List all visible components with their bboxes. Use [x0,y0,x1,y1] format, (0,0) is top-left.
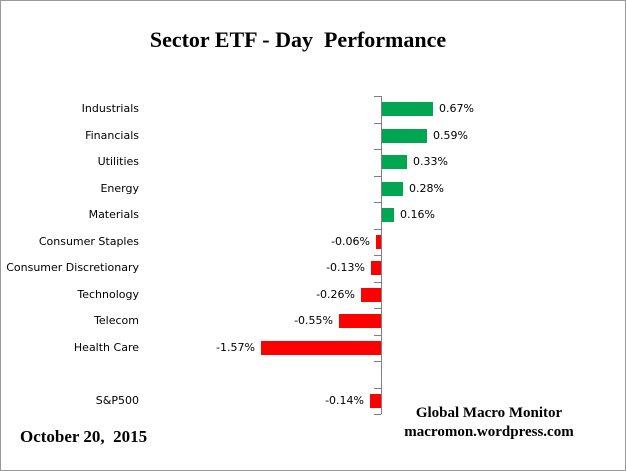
axis-tick [374,388,381,389]
bar-utilities [382,155,407,169]
axis-line [381,96,382,414]
category-label: Consumer Staples [38,235,139,248]
chart-title: Sector ETF - Day Performance [149,27,447,52]
bar-consumer-staples [376,235,381,249]
category-label: Financials [85,129,139,142]
value-label: 0.59% [433,129,468,142]
value-label: -0.26% [316,288,355,301]
category-label: Telecom [94,314,139,327]
value-label: -1.57% [216,341,255,354]
bar-health-care [261,341,381,355]
bar-materials [382,208,394,222]
axis-tick [374,176,381,177]
category-label: Technology [77,288,139,301]
value-label: 0.67% [439,102,474,115]
axis-tick [374,282,381,283]
value-label: 0.28% [409,182,444,195]
bar-financials [382,129,427,143]
category-label: S&P500 [95,394,139,407]
value-label: -0.06% [331,235,370,248]
category-label: Utilities [97,155,139,168]
axis-tick [374,335,381,336]
axis-tick [374,255,381,256]
value-label: 0.33% [413,155,448,168]
axis-tick [374,361,381,362]
category-label: Health Care [73,341,139,354]
bar-consumer-discretionary [371,261,381,275]
bar-technology [361,288,381,302]
value-label: 0.16% [400,208,435,221]
bar-s-p500 [370,394,381,408]
category-label: Industrials [81,102,139,115]
attribution-url: macromon.wordpress.com [404,424,574,440]
attribution: Global Macro Monitor macromon.wordpress.… [379,404,599,442]
category-label: Consumer Discretionary [6,261,139,274]
axis-tick [374,96,381,97]
axis-tick [374,229,381,230]
axis-tick [374,414,381,415]
value-label: -0.55% [294,314,333,327]
axis-tick [374,123,381,124]
category-label: Materials [88,208,139,221]
bar-telecom [339,314,381,328]
date-label: October 20, 2015 [20,427,148,446]
bar-energy [382,182,403,196]
category-label: Energy [100,182,139,195]
axis-tick [374,149,381,150]
attribution-name: Global Macro Monitor [415,405,563,421]
axis-tick [374,308,381,309]
value-label: -0.14% [325,394,364,407]
value-label: -0.13% [326,261,365,274]
axis-tick [374,202,381,203]
bar-industrials [382,102,433,116]
